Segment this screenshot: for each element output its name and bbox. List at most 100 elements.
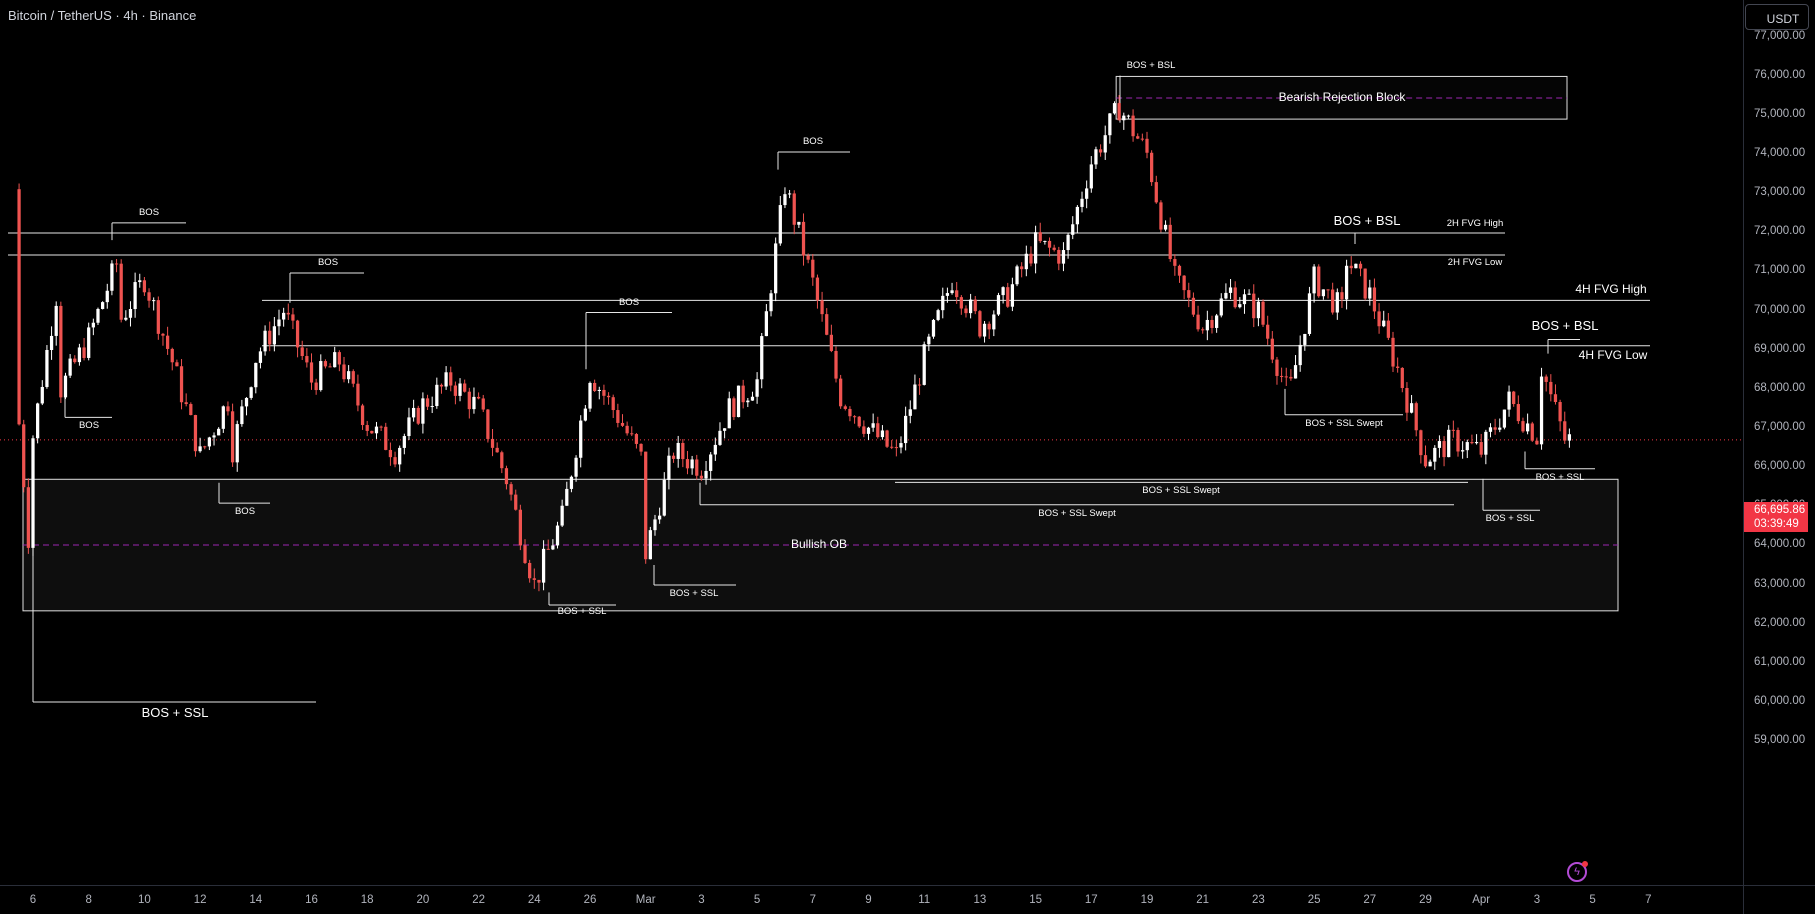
price-tick: 66,000.00: [1754, 460, 1806, 473]
time-tick: 15: [1029, 894, 1042, 906]
candle: [1423, 445, 1428, 468]
candle: [634, 432, 639, 449]
candle: [1131, 109, 1135, 142]
fvg-level-label[interactable]: 4H FVG High: [1575, 282, 1647, 297]
candle: [1358, 261, 1363, 277]
candle: [73, 355, 77, 364]
annotation-label[interactable]: BOS + SSL: [1485, 513, 1535, 525]
candle: [1256, 297, 1261, 327]
annotation-label[interactable]: BOS + SSL: [1535, 471, 1585, 483]
annotation-label[interactable]: BOS + BSL: [1126, 59, 1176, 71]
candle: [337, 350, 341, 372]
price-axis[interactable]: 77,000.00 76,000.00 75,000.00 74,000.00 73,0…: [1743, 0, 1815, 885]
candle: [128, 301, 133, 327]
candle: [1405, 382, 1409, 421]
fvg-level-label[interactable]: 2H FVG Low: [1447, 256, 1503, 268]
time-tick: 14: [249, 894, 263, 906]
annotation-label[interactable]: BOS: [317, 256, 339, 268]
candle: [96, 307, 100, 326]
candle: [356, 374, 360, 412]
price-tick: 74,000.00: [1754, 146, 1806, 159]
price-chart[interactable]: [0, 0, 1743, 885]
candle: [1447, 425, 1451, 458]
candle: [82, 338, 86, 361]
time-tick: 5: [753, 894, 761, 906]
symbol-title[interactable]: Bitcoin / TetherUS · 4h · Binance: [8, 8, 197, 23]
time-tick: 11: [918, 894, 931, 906]
candle: [987, 321, 991, 339]
candle: [1507, 385, 1511, 417]
candle: [1228, 278, 1233, 300]
candle: [333, 346, 337, 368]
candle: [1493, 418, 1497, 435]
candle: [472, 387, 476, 414]
candle: [746, 398, 750, 408]
time-tick: 12: [193, 894, 207, 906]
candle: [1512, 390, 1516, 407]
annotation-label[interactable]: BOS + SSL: [141, 705, 209, 721]
candle: [244, 397, 249, 416]
fvg-level-label[interactable]: 4H FVG Low: [1578, 347, 1648, 362]
candle: [685, 450, 690, 475]
candle: [1242, 289, 1247, 314]
candle: [54, 301, 58, 346]
price-tick: 73,000.00: [1754, 186, 1806, 199]
candle: [226, 401, 230, 416]
candle: [1317, 264, 1321, 298]
candle: [189, 402, 193, 416]
annotation-label[interactable]: BOS + SSL Swept: [1142, 485, 1220, 497]
annotation-label[interactable]: BOS + BSL: [1333, 213, 1401, 229]
price-tick: 72,000.00: [1754, 225, 1806, 238]
candle: [407, 407, 411, 440]
candle: [1247, 289, 1251, 295]
annotation-label[interactable]: BOS + BSL: [1531, 317, 1599, 333]
candle: [722, 428, 727, 439]
time-tick: 3: [698, 894, 705, 906]
candle: [1098, 144, 1103, 157]
candle: [152, 297, 156, 311]
candle: [402, 433, 406, 455]
candle: [110, 260, 114, 296]
candle: [1521, 417, 1525, 433]
candle: [811, 254, 815, 286]
candle: [360, 403, 365, 430]
candle: [124, 310, 128, 322]
annotation-label[interactable]: BOS: [138, 206, 160, 218]
time-axis[interactable]: 6 8 10 12 14 16 18 20 22 24 26 Mar 3 5 7 9 11 13 15 17 19 21 2…: [0, 885, 1743, 914]
annotation-label[interactable]: BOS + SSL Swept: [1305, 417, 1383, 429]
annotation-label[interactable]: BOS: [234, 506, 256, 518]
candle: [727, 391, 731, 429]
fvg-level-label[interactable]: 2H FVG High: [1446, 218, 1504, 230]
lightning-icon[interactable]: ϟ: [1567, 861, 1588, 882]
annotation-label[interactable]: BOS: [802, 135, 824, 147]
candle: [463, 379, 467, 393]
zone-label[interactable]: Bearish Rejection Block: [1278, 89, 1406, 104]
time-tick: 7: [809, 894, 816, 906]
candle: [848, 406, 852, 422]
candle: [1530, 421, 1534, 442]
zone-label[interactable]: Bullish OB: [790, 537, 848, 552]
candle: [184, 393, 188, 407]
candle: [31, 435, 35, 556]
candle: [291, 307, 295, 330]
annotation-label[interactable]: BOS: [618, 296, 640, 308]
price-tick: 60,000.00: [1754, 695, 1806, 708]
annotation-label[interactable]: BOS + SSL: [669, 587, 719, 599]
candle: [843, 404, 847, 411]
axis-corner: [1743, 885, 1815, 914]
time-tick: 3: [1533, 894, 1541, 906]
price-tick: 59,000.00: [1754, 734, 1806, 747]
annotation-label[interactable]: BOS: [78, 420, 100, 432]
candle: [1094, 146, 1098, 169]
chart-area[interactable]: Bitcoin / TetherUS · 4h · Binance BOS BOS…: [0, 0, 1743, 885]
annotation-label[interactable]: BOS + SSL Swept: [1038, 507, 1116, 519]
candle: [852, 415, 857, 424]
candle: [175, 359, 179, 367]
time-tick: 29: [1419, 894, 1432, 906]
candle: [783, 187, 787, 209]
candle: [1020, 262, 1024, 278]
candle: [1038, 222, 1042, 243]
currency-button[interactable]: USDT: [1745, 4, 1809, 30]
candle: [207, 436, 212, 451]
annotation-label[interactable]: BOS + SSL: [557, 605, 607, 617]
